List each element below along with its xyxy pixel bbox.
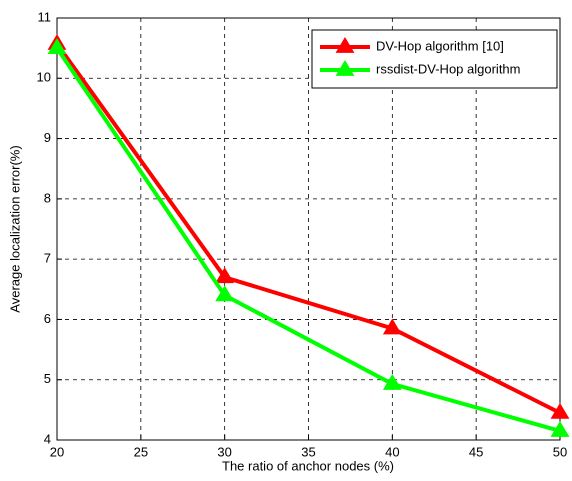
marker (215, 285, 235, 302)
y-tick-label: 9 (44, 130, 51, 145)
x-tick-label: 45 (469, 444, 483, 459)
x-tick-label: 30 (217, 444, 231, 459)
marker (47, 38, 67, 55)
plot-frame (56, 17, 561, 441)
y-tick-label: 5 (44, 371, 51, 386)
legend-label: DV-Hop algorithm [10] (376, 38, 504, 53)
marker (550, 402, 570, 419)
marker (382, 318, 402, 335)
y-tick-label: 8 (44, 190, 51, 205)
legend-label: rssdist-DV-Hop algorithm (376, 61, 521, 76)
legend-box (311, 29, 558, 89)
series-line (55, 47, 561, 433)
x-axis-label: The ratio of anchor nodes (%) (222, 458, 394, 473)
y-tick-label: 4 (44, 431, 51, 446)
y-tick-label: 10 (37, 70, 51, 85)
marker (550, 420, 570, 437)
y-tick-label: 6 (44, 311, 51, 326)
marker (215, 267, 235, 284)
legend-marker (335, 60, 355, 76)
legend-marker (335, 37, 355, 53)
x-tick-label: 25 (134, 444, 148, 459)
y-tick-label: 7 (44, 251, 51, 266)
y-axis-label: Average localization error(%) (7, 145, 22, 312)
x-tick-label: 35 (301, 444, 315, 459)
x-tick-label: 50 (553, 444, 567, 459)
x-tick-label: 40 (385, 444, 399, 459)
series-line (55, 42, 561, 415)
y-tick-label: 11 (38, 9, 52, 24)
x-tick-label: 20 (50, 444, 64, 459)
marker (382, 373, 402, 390)
